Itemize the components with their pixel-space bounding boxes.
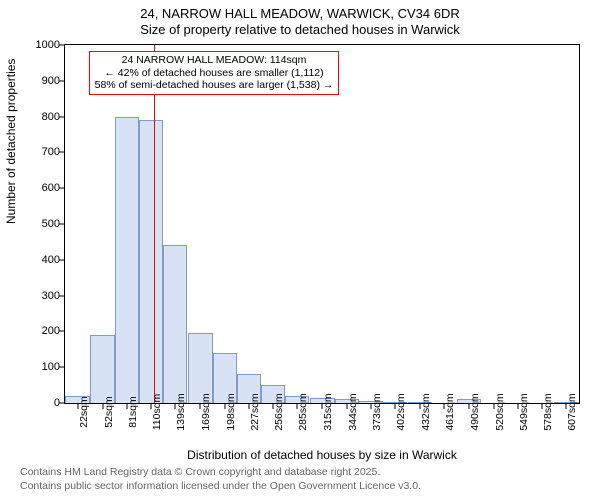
- x-tick-label: 169sqm: [200, 393, 212, 430]
- x-tick-label: 344sqm: [347, 393, 359, 430]
- y-tick-mark: [59, 188, 64, 189]
- y-tick-label: 1000: [36, 39, 60, 51]
- y-tick-label: 600: [42, 182, 60, 194]
- y-tick-label: 400: [42, 254, 60, 266]
- property-annotation: 24 NARROW HALL MEADOW: 114sqm← 42% of de…: [89, 51, 339, 95]
- annotation-line: ← 42% of detached houses are smaller (1,…: [94, 67, 334, 80]
- chart-title-line2: Size of property relative to detached ho…: [0, 22, 600, 37]
- y-tick-mark: [59, 331, 64, 332]
- x-tick-label: 461sqm: [444, 393, 456, 430]
- x-tick-label: 432sqm: [420, 393, 432, 430]
- y-tick-mark: [59, 367, 64, 368]
- x-tick-label: 256sqm: [273, 393, 285, 430]
- y-axis-label: Number of detached properties: [4, 59, 18, 224]
- x-tick-label: 490sqm: [469, 393, 481, 430]
- y-tick-label: 900: [42, 75, 60, 87]
- histogram-bar: [90, 335, 114, 403]
- x-tick-label: 81sqm: [127, 396, 139, 428]
- footer-attribution-1: Contains HM Land Registry data © Crown c…: [20, 466, 380, 478]
- histogram-bar: [115, 117, 139, 403]
- x-tick-label: 22sqm: [78, 396, 90, 428]
- property-marker-line: [154, 45, 155, 403]
- y-tick-label: 500: [42, 218, 60, 230]
- y-tick-mark: [59, 224, 64, 225]
- annotation-line: 58% of semi-detached houses are larger (…: [94, 79, 334, 92]
- x-axis-label: Distribution of detached houses by size …: [64, 448, 580, 462]
- y-tick-label: 300: [42, 290, 60, 302]
- x-tick-label: 402sqm: [395, 393, 407, 430]
- y-tick-mark: [59, 116, 64, 117]
- y-tick-label: 800: [42, 111, 60, 123]
- y-tick-mark: [59, 80, 64, 81]
- plot-area: 24 NARROW HALL MEADOW: 114sqm← 42% of de…: [64, 44, 580, 404]
- x-tick-label: 52sqm: [103, 396, 115, 428]
- x-tick-label: 315sqm: [322, 393, 334, 430]
- y-tick-mark: [59, 295, 64, 296]
- x-tick-label: 139sqm: [175, 393, 187, 430]
- x-tick-label: 373sqm: [371, 393, 383, 430]
- x-tick-label: 198sqm: [225, 393, 237, 430]
- y-tick-label: 200: [42, 325, 60, 337]
- y-tick-mark: [59, 45, 64, 46]
- x-tick-label: 607sqm: [566, 393, 578, 430]
- x-tick-label: 520sqm: [494, 393, 506, 430]
- histogram-chart: 24, NARROW HALL MEADOW, WARWICK, CV34 6D…: [0, 0, 600, 500]
- x-tick-label: 578sqm: [542, 393, 554, 430]
- histogram-bar: [139, 120, 163, 403]
- y-tick-mark: [59, 403, 64, 404]
- x-tick-label: 227sqm: [249, 393, 261, 430]
- x-tick-label: 549sqm: [518, 393, 530, 430]
- histogram-bar: [163, 245, 187, 403]
- y-tick-mark: [59, 259, 64, 260]
- footer-attribution-2: Contains public sector information licen…: [20, 480, 421, 492]
- x-tick-label: 285sqm: [297, 393, 309, 430]
- chart-title-line1: 24, NARROW HALL MEADOW, WARWICK, CV34 6D…: [0, 6, 600, 21]
- x-tick-label: 110sqm: [151, 394, 163, 431]
- y-tick-mark: [59, 152, 64, 153]
- y-tick-label: 100: [42, 361, 60, 373]
- annotation-line: 24 NARROW HALL MEADOW: 114sqm: [94, 54, 334, 67]
- y-tick-label: 700: [42, 146, 60, 158]
